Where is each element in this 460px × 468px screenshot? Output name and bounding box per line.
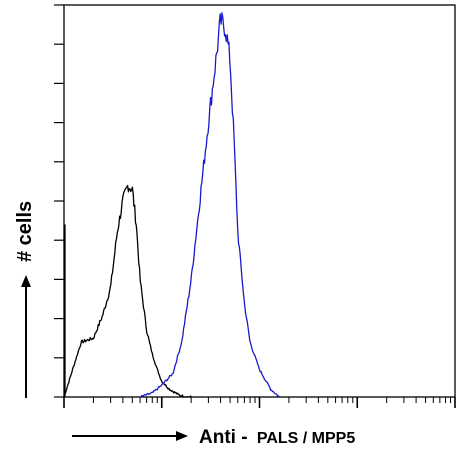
series-line-blue bbox=[140, 12, 280, 398]
x-axis-label-antigen: PALS / MPP5 bbox=[257, 430, 355, 447]
y-axis-arrow bbox=[21, 275, 31, 398]
x-axis-label: Anti - PALS / MPP5 bbox=[199, 427, 355, 448]
series-line-black bbox=[63, 184, 192, 398]
axis-ticks bbox=[54, 4, 456, 408]
y-axis-label: # cells bbox=[14, 201, 36, 262]
series-layer bbox=[63, 12, 280, 398]
x-axis-label-prefix: Anti - bbox=[199, 427, 253, 448]
x-axis-arrow bbox=[72, 431, 188, 441]
